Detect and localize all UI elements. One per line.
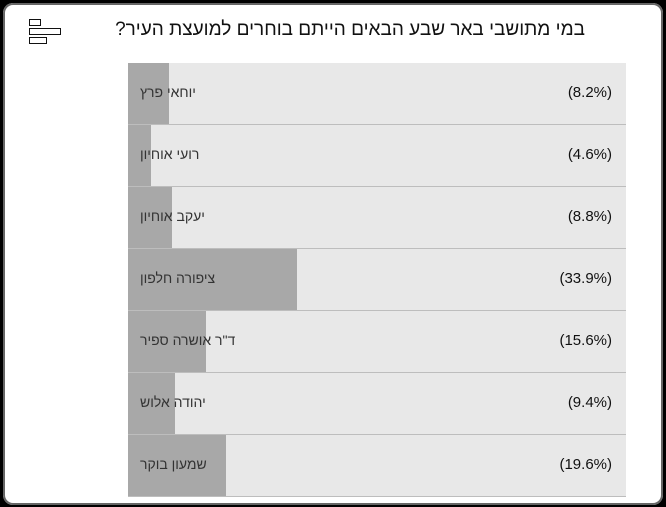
option-name: שמעון בוקר (140, 456, 207, 472)
option-percent: (9.4%) (567, 394, 612, 411)
poll-option[interactable]: שמעון בוקר (19.6%) (128, 435, 626, 497)
option-name: ד"ר אושרה ספיר (140, 332, 236, 348)
option-name: ציפורה חלפון (140, 270, 216, 286)
poll-question: במי מתושבי באר שבע הבאים הייתם בוחרים למ… (115, 19, 585, 40)
option-percent: (33.9%) (559, 270, 612, 287)
option-name: יהודה אלוש (140, 394, 206, 410)
option-percent: (8.8%) (567, 208, 612, 225)
poll-option[interactable]: יהודה אלוש (9.4%) (128, 373, 626, 435)
option-name: יוחאי פרץ (140, 84, 196, 100)
option-percent: (15.6%) (559, 332, 612, 349)
poll-options: יוחאי פרץ (8.2%) רועי אוחיון (4.6%) יעקב אוח… (128, 63, 626, 497)
result-bar-fill (128, 63, 169, 124)
option-percent: (19.6%) (559, 456, 612, 473)
result-bar-fill (128, 311, 206, 372)
result-bar-fill (128, 249, 297, 310)
result-bar-fill (128, 125, 151, 186)
menu-icon[interactable] (29, 19, 65, 45)
poll-option[interactable]: ד"ר אושרה ספיר (15.6%) (128, 311, 626, 373)
result-bar-fill (128, 373, 175, 434)
option-percent: (4.6%) (567, 146, 612, 163)
poll-option[interactable]: ציפורה חלפון (33.9%) (128, 249, 626, 311)
option-name: רועי אוחיון (140, 146, 200, 162)
poll-option[interactable]: יעקב אוחיון (8.8%) (128, 187, 626, 249)
poll-option[interactable]: יוחאי פרץ (8.2%) (128, 63, 626, 125)
option-percent: (8.2%) (567, 84, 612, 101)
poll-option[interactable]: רועי אוחיון (4.6%) (128, 125, 626, 187)
result-bar-fill (128, 187, 172, 248)
result-bar-fill (128, 435, 226, 496)
option-name: יעקב אוחיון (140, 208, 205, 224)
